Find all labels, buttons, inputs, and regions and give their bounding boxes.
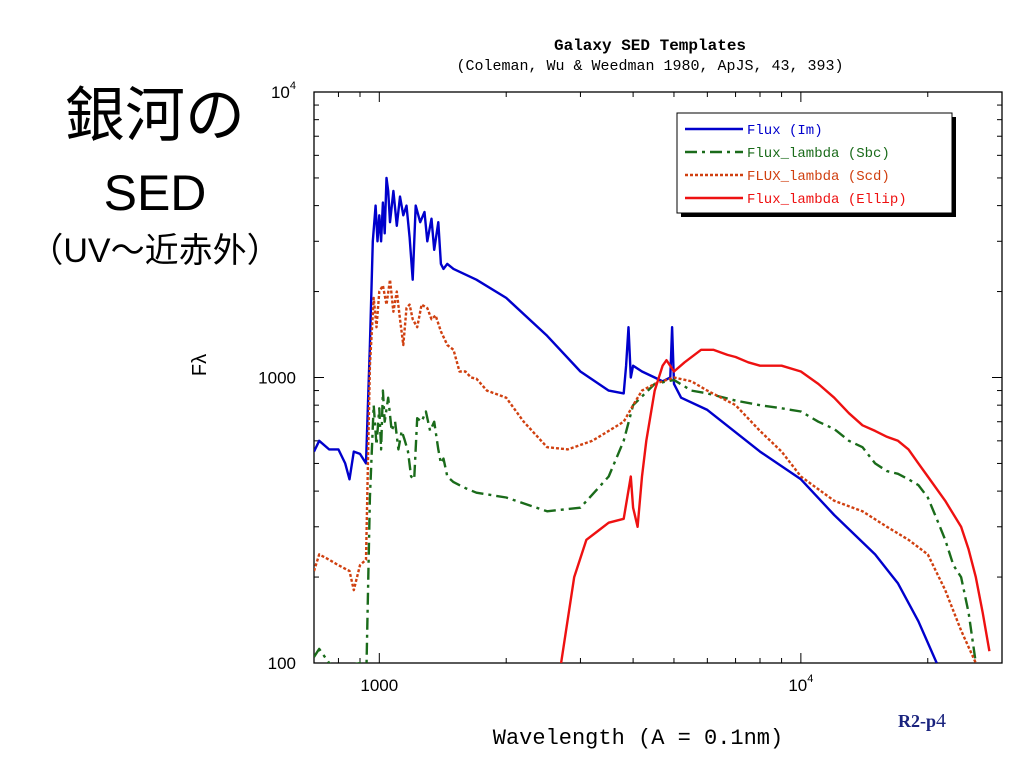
page-label-prefix: R2-p [898,711,937,731]
series-line-3 [314,278,977,663]
y-tick-label: 100 [268,654,296,673]
series-line-2 [314,378,977,663]
x-tick-label: 1000 [360,676,398,695]
legend-label: Flux (Im) [747,123,823,139]
y-tick-label: 104 [271,80,296,102]
legend-label: FLUX_lambda (Scd) [747,169,890,185]
slide-title-galaxy: 銀河の [65,82,245,149]
axis-ticks: 100 1000 104 1000 104 [258,80,1003,695]
page-label-number: 4 [936,710,947,732]
legend: Flux (Im) Flux_lambda (Sbc) FLUX_lambda (S… [676,112,956,217]
chart-title: Galaxy SED Templates [554,37,746,55]
slide-title-sed: SED [103,165,207,221]
chart-subtitle: (Coleman, Wu & Weedman 1980, ApJS, 43, 3… [456,58,843,75]
legend-label: Flux_lambda (Ellip) [747,192,907,208]
legend-label: Flux_lambda (Sbc) [747,146,890,162]
x-axis-label: Wavelength (A = 0.1nm) [493,726,783,751]
y-axis-label: Fλ [189,354,211,376]
slide-subtitle-range: （UV～近赤外） [29,232,281,270]
x-tick-label: 104 [788,673,813,695]
y-tick-exponent: 4 [290,80,296,92]
y-tick-label: 1000 [258,369,296,388]
page-number: R2-p4 [898,710,946,733]
series-line-4 [559,348,991,663]
series-lines [314,176,991,663]
series-line-1 [314,176,938,663]
x-tick-exponent: 4 [807,673,813,685]
